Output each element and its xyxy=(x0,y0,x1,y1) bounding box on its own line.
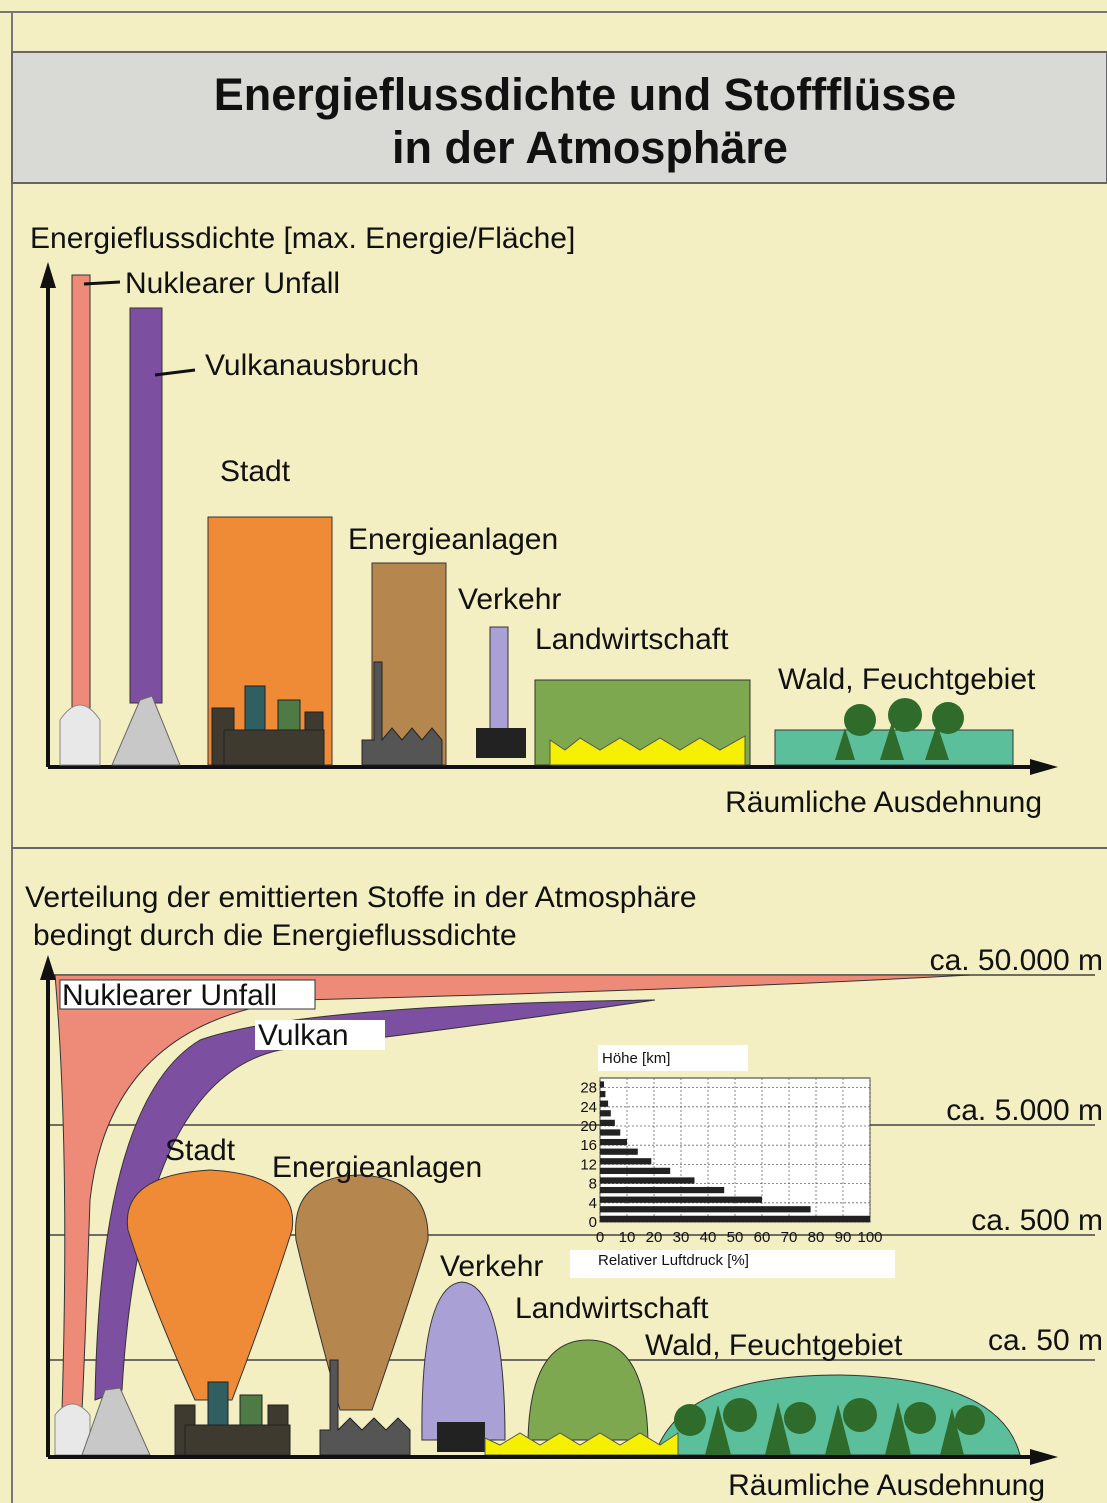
label: Nuklearer Unfall xyxy=(62,979,277,1012)
bar-nuclear xyxy=(71,274,91,746)
bar xyxy=(600,1148,638,1155)
y-tick-label: 12 xyxy=(580,1156,597,1173)
inset-y-label: Höhe [km] xyxy=(602,1050,670,1067)
label: Landwirtschaft xyxy=(515,1292,709,1325)
plume-nuclear xyxy=(54,974,971,1411)
x-tick-label: 50 xyxy=(727,1229,744,1246)
volcano xyxy=(111,695,181,766)
x-tick-label: 100 xyxy=(857,1229,882,1246)
panel-title: Verteilung der emittierten Stoffe in der… xyxy=(25,881,697,914)
field xyxy=(549,735,746,766)
bar xyxy=(600,1100,609,1107)
bar xyxy=(600,1177,695,1184)
factory xyxy=(319,1359,411,1456)
y-tick-label: 16 xyxy=(580,1137,597,1154)
arrow xyxy=(1030,759,1058,775)
bar xyxy=(600,1081,605,1088)
bar-traffic xyxy=(489,626,509,736)
y-tick-label: 8 xyxy=(589,1176,597,1193)
bar-volcano xyxy=(129,307,163,704)
level-label: ca. 500 m xyxy=(971,1204,1103,1237)
label: Energieanlagen xyxy=(272,1151,482,1184)
plume-city xyxy=(126,1169,294,1401)
bottom-panel: Verteilung der emittierten Stoffe in der… xyxy=(25,881,1103,1502)
plume-traffic xyxy=(421,1281,506,1441)
label-box xyxy=(255,1020,385,1050)
plume-energy xyxy=(295,1174,429,1411)
level-label: ca. 50 m xyxy=(988,1324,1103,1357)
bar xyxy=(600,1119,615,1126)
axis-label: Räumliche Ausdehnung xyxy=(725,786,1042,819)
arrow xyxy=(40,262,56,288)
reactor xyxy=(54,1403,91,1456)
bar xyxy=(600,1186,725,1194)
city xyxy=(174,1381,291,1456)
bar xyxy=(600,1090,606,1098)
x-tick-label: 40 xyxy=(700,1229,717,1246)
factory xyxy=(361,661,443,766)
label: Wald, Feuchtgebiet xyxy=(778,663,1036,696)
label: Energieanlagen xyxy=(348,523,558,556)
y-tick-label: 20 xyxy=(580,1118,597,1135)
y-tick-label: 24 xyxy=(580,1099,597,1116)
title: Energieflussdichte und Stoffflüsse xyxy=(214,69,957,120)
x-tick-label: 70 xyxy=(781,1229,798,1246)
arrow xyxy=(40,955,56,980)
bar xyxy=(600,1110,611,1117)
label: Nuklearer Unfall xyxy=(125,267,340,300)
axis-label: Räumliche Ausdehnung xyxy=(728,1469,1045,1502)
header-band xyxy=(11,51,1107,184)
x-tick-label: 20 xyxy=(646,1229,663,1246)
plume-volcano xyxy=(94,999,656,1401)
level-label: ca. 50.000 m xyxy=(930,944,1103,977)
inset-chart: 0 4 8 12 16 20 24 28 0 10 20 30 40 50 60 70 80 90 100 xyxy=(580,1077,883,1246)
reactor xyxy=(59,704,101,766)
label: Wald, Feuchtgebiet xyxy=(645,1329,903,1362)
x-tick-label: 10 xyxy=(619,1229,636,1246)
label: Stadt xyxy=(220,455,291,488)
arrow xyxy=(1030,1449,1058,1465)
trees xyxy=(674,1398,985,1455)
truck xyxy=(437,1422,485,1452)
leader xyxy=(83,280,121,286)
y-tick-label: 4 xyxy=(589,1195,597,1212)
label: Landwirtschaft xyxy=(535,623,729,656)
label: Vulkan xyxy=(258,1019,349,1052)
label: Verkehr xyxy=(458,583,561,616)
label: Vulkanausbruch xyxy=(205,349,419,382)
y-tick-label: 28 xyxy=(580,1080,597,1097)
label-box xyxy=(59,979,316,1010)
bar xyxy=(600,1206,811,1213)
x-tick-label: 0 xyxy=(596,1229,604,1246)
bar xyxy=(600,1158,652,1165)
x-tick-label: 60 xyxy=(754,1229,771,1246)
bar xyxy=(600,1196,762,1203)
leader xyxy=(154,368,196,377)
y-tick-label: 0 xyxy=(589,1214,597,1231)
x-tick-label: 90 xyxy=(835,1229,852,1246)
label: Verkehr xyxy=(440,1250,543,1283)
bar xyxy=(600,1138,627,1146)
x-tick-label: 80 xyxy=(808,1229,825,1246)
bar xyxy=(600,1167,671,1174)
truck xyxy=(476,728,526,758)
title: in der Atmosphäre xyxy=(392,122,788,173)
label-box xyxy=(570,1250,895,1278)
bar xyxy=(600,1215,870,1222)
top-panel: Energieflussdichte [max. Energie/Fläche]… xyxy=(30,222,1058,819)
field xyxy=(484,1432,679,1456)
level-label: ca. 5.000 m xyxy=(946,1094,1103,1127)
trees xyxy=(835,698,964,760)
axis-label: Energieflussdichte [max. Energie/Fläche] xyxy=(30,222,575,255)
label-box xyxy=(598,1045,748,1071)
plume-agriculture xyxy=(527,1339,649,1441)
city xyxy=(211,685,325,766)
bar xyxy=(600,1129,621,1136)
panel-title: bedingt durch die Energieflussdichte xyxy=(33,919,517,952)
inset-x-label: Relativer Luftdruck [%] xyxy=(598,1252,749,1269)
label: Stadt xyxy=(165,1134,236,1167)
x-tick-label: 30 xyxy=(673,1229,690,1246)
